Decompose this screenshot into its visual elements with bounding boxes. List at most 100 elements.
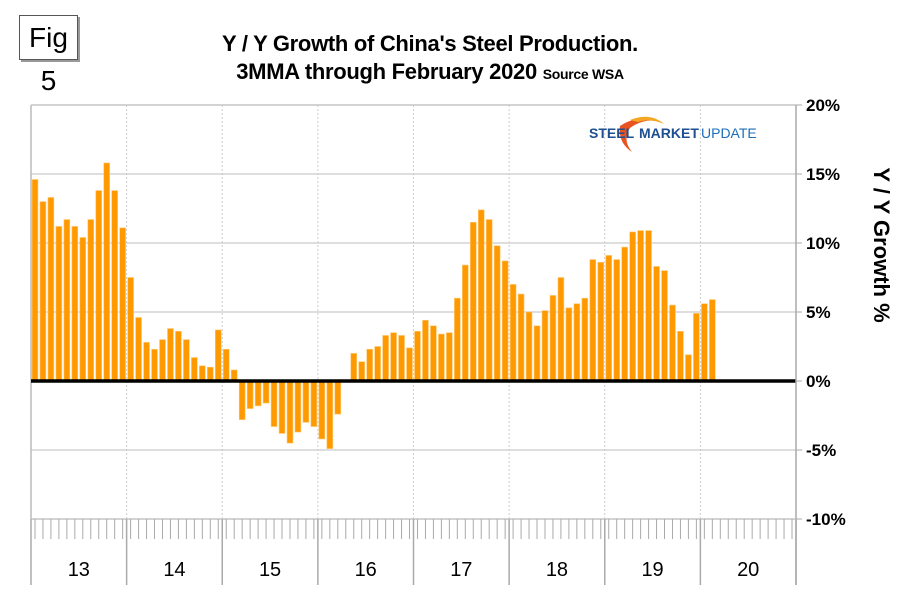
figure-label: Fig 5	[19, 15, 78, 96]
bar	[621, 246, 628, 382]
bar	[87, 219, 95, 382]
bar	[589, 259, 597, 382]
bar	[398, 335, 405, 382]
bar	[318, 380, 326, 440]
chart-title-block: Y / Y Growth of China's Steel Production…	[150, 30, 710, 88]
bar	[167, 328, 174, 382]
bar	[525, 311, 533, 382]
y-tick-label: 5%	[806, 303, 831, 322]
bars	[31, 162, 716, 449]
bar	[493, 245, 501, 382]
y-tick-label: 20%	[806, 96, 840, 115]
bar	[581, 297, 589, 382]
bar	[430, 325, 437, 382]
bar	[159, 339, 166, 382]
bar	[533, 325, 541, 382]
x-tick-label: 14	[163, 559, 185, 581]
bar	[238, 380, 246, 420]
bar	[207, 366, 214, 382]
bar	[517, 293, 525, 382]
x-tick-label: 15	[259, 559, 281, 581]
logo-text-update: UPDATE	[701, 125, 757, 141]
bar	[286, 380, 294, 444]
bar	[645, 230, 652, 382]
bar	[191, 357, 198, 382]
bar	[629, 231, 636, 382]
bar	[573, 303, 581, 382]
bar	[31, 179, 39, 382]
bar	[597, 262, 605, 382]
bar	[310, 380, 318, 427]
bar	[701, 303, 708, 382]
bar	[541, 310, 549, 382]
bar	[669, 304, 676, 382]
bar	[477, 209, 485, 382]
bar	[278, 380, 286, 434]
x-tick-label: 17	[450, 559, 472, 581]
bar	[334, 380, 342, 415]
bar	[95, 190, 102, 382]
logo-text-market: MARKET	[639, 125, 699, 141]
bar	[501, 260, 509, 382]
y-tick-label: -10%	[806, 510, 846, 529]
source-note: Source WSA	[542, 66, 624, 82]
chart-subtitle: 3MMA through February 2020	[236, 59, 537, 84]
bar	[39, 201, 47, 382]
bar	[143, 342, 150, 382]
y-axis-label: Y / Y Growth %	[869, 167, 894, 322]
bar	[485, 219, 493, 382]
x-tick-label: 19	[641, 559, 663, 581]
chart-title: Y / Y Growth of China's Steel Production…	[222, 31, 638, 56]
bar	[119, 227, 126, 382]
bar	[565, 307, 573, 382]
bar	[151, 348, 158, 382]
bar	[47, 197, 55, 382]
bar	[254, 380, 262, 407]
bar	[127, 277, 134, 382]
bar	[215, 329, 222, 382]
bar	[103, 162, 110, 382]
bar	[414, 331, 421, 382]
bar	[246, 380, 254, 409]
y-tick-label: 0%	[806, 372, 831, 391]
axes	[30, 104, 802, 585]
bar	[374, 346, 381, 382]
bar	[454, 297, 461, 382]
bar	[222, 348, 230, 382]
bar	[358, 361, 365, 382]
bar	[605, 255, 612, 382]
x-tick-label: 18	[546, 559, 568, 581]
y-tick-labels: 20% 15% 10% 5% 0% -5% -10%	[806, 96, 846, 529]
bar	[294, 380, 302, 433]
bar	[438, 333, 445, 382]
bar	[55, 226, 63, 382]
bar	[406, 347, 413, 382]
bar	[693, 313, 700, 382]
bar	[350, 353, 357, 382]
bar	[446, 332, 453, 382]
bar	[677, 331, 684, 382]
bar	[79, 237, 87, 382]
bar	[557, 277, 565, 382]
bar	[613, 259, 620, 382]
bar	[653, 266, 660, 382]
bar	[366, 348, 373, 382]
steel-market-update-logo: STEEL MARKET UPDATE	[589, 116, 757, 152]
bar	[326, 380, 334, 449]
x-tick-label: 16	[355, 559, 377, 581]
bar	[262, 380, 270, 404]
logo-swoosh-icon	[619, 118, 662, 152]
y-tick-label: -5%	[806, 441, 836, 460]
bar	[661, 270, 668, 382]
bar	[183, 339, 190, 382]
bar	[63, 219, 71, 382]
bar	[709, 299, 716, 382]
x-tick-label: 20	[737, 559, 759, 581]
bar	[509, 284, 517, 382]
bar	[390, 332, 397, 382]
logo-swoosh-highlight-icon	[630, 116, 664, 124]
logo-text-steel: STEEL	[589, 125, 635, 141]
bar	[462, 264, 469, 382]
bar	[422, 319, 429, 382]
